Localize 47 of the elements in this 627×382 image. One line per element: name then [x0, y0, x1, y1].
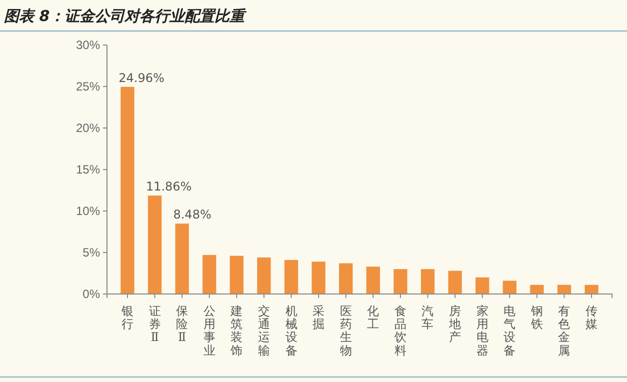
x-tick-label: 保险Ⅱ	[176, 304, 188, 344]
x-tick-label: 交通运输	[258, 304, 270, 358]
bar	[530, 284, 544, 294]
y-tick-label: 0%	[82, 286, 100, 301]
bar	[312, 262, 326, 294]
x-tick-label: 证券Ⅱ	[148, 304, 161, 344]
bar	[339, 263, 353, 294]
bar	[175, 224, 189, 294]
x-tick-label: 传媒	[586, 304, 598, 331]
x-tick-label: 机械设备	[285, 304, 298, 358]
y-tick-label: 5%	[82, 245, 100, 260]
x-tick-label: 有色金属	[558, 304, 570, 358]
x-tick-label: 公用事业	[203, 304, 216, 358]
data-label: 24.96%	[118, 70, 164, 85]
y-tick-label: 25%	[76, 79, 100, 94]
x-tick-label: 钢铁	[530, 304, 543, 331]
bar	[366, 266, 380, 294]
data-label: 11.86%	[146, 180, 192, 194]
bar	[394, 269, 408, 294]
x-tick-label: 食品饮料	[393, 304, 406, 358]
bar	[584, 284, 598, 294]
y-tick-label: 30%	[76, 38, 100, 52]
x-tick-label: 家用电器	[476, 304, 488, 358]
x-tick-label: 汽车	[422, 304, 434, 331]
bar	[202, 254, 216, 294]
y-tick-label: 20%	[76, 120, 100, 135]
x-tick-label: 电气设备	[504, 304, 516, 358]
bar	[502, 280, 516, 294]
x-tick-label: 银行	[120, 304, 134, 331]
x-tick-label: 房地产	[448, 304, 462, 344]
x-tick-label: 医药生物	[340, 304, 352, 358]
bar	[284, 260, 298, 294]
bar	[148, 196, 162, 294]
x-tick-label: 化工	[367, 304, 380, 331]
bar	[448, 270, 462, 294]
bar	[476, 277, 490, 294]
x-tick-label: 采掘	[312, 304, 325, 331]
bar	[557, 284, 572, 294]
data-label: 8.48%	[173, 208, 212, 222]
y-tick-label: 15%	[76, 162, 100, 176]
bar	[420, 269, 435, 294]
bar	[230, 256, 244, 294]
x-tick-label: 建筑装饰	[230, 304, 243, 358]
bar	[120, 86, 134, 294]
bar	[257, 257, 271, 294]
chart-title: 图表 8：证金公司对各行业配置比重	[4, 7, 248, 25]
y-tick-label: 10%	[76, 204, 100, 218]
